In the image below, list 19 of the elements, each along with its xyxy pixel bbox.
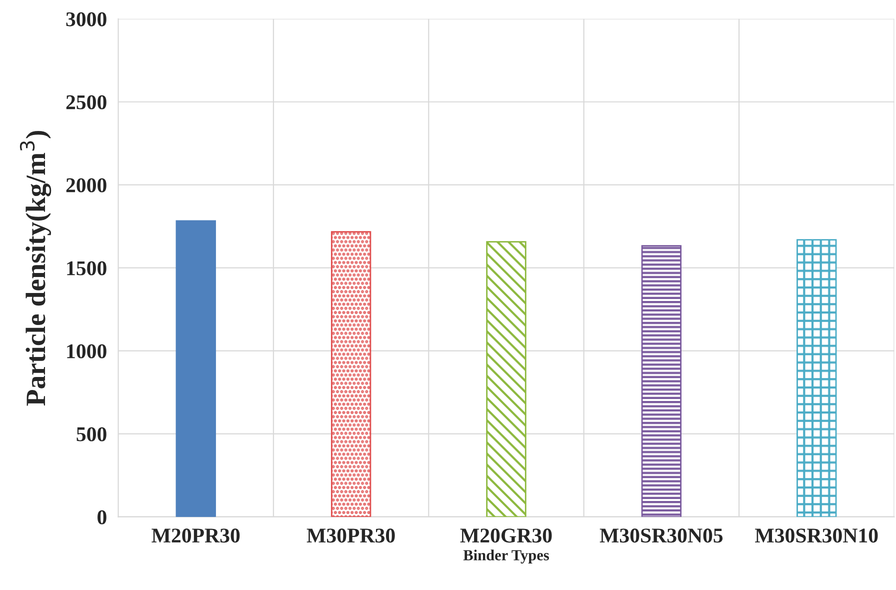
y-tick-label: 2500: [66, 95, 106, 110]
bar: [176, 220, 216, 517]
x-axis-title: Binder Types: [463, 550, 549, 564]
y-tick-label: 1000: [67, 344, 106, 358]
y-tick-label: 500: [76, 427, 106, 442]
x-tick-label: M20GR30: [460, 528, 552, 543]
bar: [796, 239, 837, 517]
y-axis-title: Particle density(kg/m$^{3}$): [20, 130, 52, 406]
y-tick-label: 3000: [66, 12, 106, 26]
x-tick-label: M30PR30: [306, 528, 395, 543]
x-tick-label: M30SR30N10: [755, 528, 878, 543]
x-tick-label: M30SR30N05: [600, 528, 723, 543]
bar: [641, 245, 682, 517]
x-tick-label: M20PR30: [152, 528, 240, 543]
y-tick-label: 2000: [66, 178, 106, 192]
bar: [486, 241, 526, 517]
y-tick-label: 1500: [67, 261, 106, 276]
y-tick-label: 0: [98, 510, 106, 524]
bar: [330, 231, 372, 517]
